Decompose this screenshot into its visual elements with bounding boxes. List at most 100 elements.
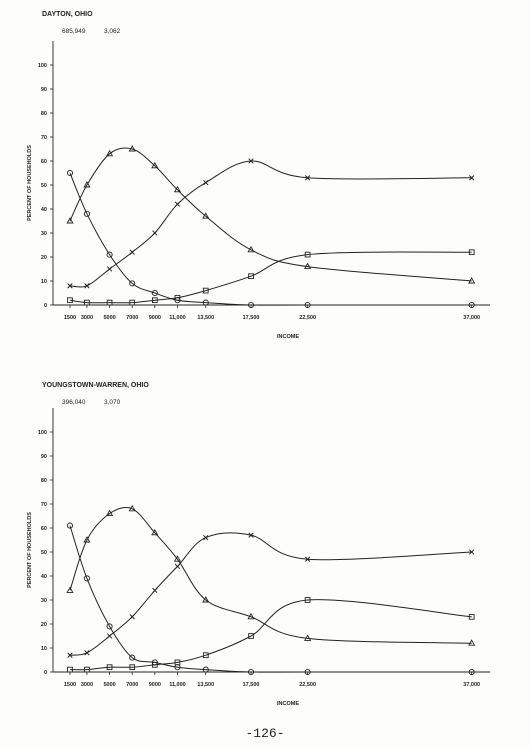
y-tick-label: 50: [41, 183, 47, 189]
x-tick-label: 11,000: [169, 682, 186, 688]
series-curve: [69, 506, 472, 644]
marker-square: [84, 666, 90, 673]
marker-x: [248, 532, 254, 538]
marker-x: [203, 534, 209, 541]
y-tick-label: 60: [41, 526, 47, 532]
marker-triangle: [66, 217, 74, 224]
marker-x: [203, 179, 209, 186]
marker-x: [174, 563, 181, 570]
y-tick-label: 80: [41, 478, 47, 484]
y-tick-label: 40: [41, 574, 47, 580]
chart-title: YOUNGSTOWN-WARREN, OHIO: [42, 382, 149, 389]
marker-x: [106, 633, 113, 639]
marker-square: [248, 273, 254, 280]
marker-x: [67, 283, 73, 289]
marker-x: [152, 230, 158, 236]
marker-square: [129, 664, 136, 671]
y-tick-label: 80: [41, 111, 47, 117]
x-tick-label: 17,500: [243, 682, 260, 688]
marker-square: [468, 613, 475, 620]
x-tick-label: 11,000: [169, 315, 186, 321]
series-curve: [69, 599, 472, 671]
x-tick-label: 5000: [103, 315, 115, 321]
marker-circle: [66, 522, 74, 529]
marker-triangle: [106, 149, 114, 157]
marker-circle: [202, 299, 209, 306]
marker-triangle: [151, 528, 159, 536]
x-tick-label: 13,500: [197, 682, 214, 688]
y-tick-label: 90: [41, 87, 47, 93]
marker-triangle: [304, 634, 312, 641]
y-tick-label: 100: [38, 63, 47, 69]
marker-x: [174, 201, 181, 207]
marker-triangle: [202, 212, 210, 219]
y-tick-label: 10: [41, 646, 47, 652]
header-number: 3,062: [104, 28, 121, 35]
marker-x: [248, 158, 254, 164]
y-tick-label: 40: [41, 207, 47, 213]
y-tick-label: 90: [41, 454, 47, 460]
marker-square: [106, 299, 113, 306]
y-tick-label: 50: [41, 550, 47, 556]
marker-square: [174, 659, 181, 666]
y-tick-label: 30: [41, 598, 47, 604]
chart-title: DAYTON, OHIO: [42, 11, 93, 18]
x-tick-label: 1500: [64, 315, 76, 321]
marker-triangle: [83, 536, 91, 543]
marker-circle: [106, 623, 113, 630]
marker-x: [469, 549, 475, 555]
marker-square: [106, 664, 113, 671]
marker-x: [304, 556, 311, 562]
marker-triangle: [247, 612, 255, 620]
marker-circle: [468, 668, 475, 676]
x-tick-label: 37,000: [463, 315, 480, 321]
y-tick-label: 0: [44, 303, 47, 309]
marker-triangle: [128, 504, 136, 512]
marker-circle: [106, 251, 113, 258]
marker-x: [469, 175, 475, 181]
marker-x: [304, 175, 311, 181]
x-tick-label: 9000: [149, 315, 161, 321]
marker-triangle: [173, 185, 182, 193]
y-axis-label: PERCENT OF HOUSEHOLDS: [27, 512, 33, 588]
marker-circle: [468, 301, 475, 309]
x-tick-label: 3000: [81, 682, 93, 688]
marker-triangle: [304, 262, 312, 270]
marker-triangle: [468, 277, 476, 284]
y-tick-label: 100: [38, 430, 47, 436]
marker-triangle: [247, 245, 255, 253]
marker-square: [67, 297, 73, 304]
marker-square: [202, 287, 209, 294]
marker-circle: [129, 280, 136, 287]
header-number: 3,070: [104, 399, 121, 406]
marker-triangle: [66, 586, 74, 593]
x-tick-label: 7000: [126, 315, 138, 321]
marker-square: [67, 666, 73, 673]
x-tick-label: 22,500: [299, 315, 316, 321]
series-curve: [69, 172, 472, 306]
header-number: 396,040: [62, 399, 86, 406]
marker-triangle: [151, 161, 159, 169]
marker-x: [84, 650, 90, 656]
marker-square: [304, 251, 311, 258]
x-tick-label: 9000: [149, 682, 161, 688]
chart: YOUNGSTOWN-WARREN, OHIO 396,040 3,070 0 10 20…: [27, 382, 490, 707]
x-axis-label: INCOME: [277, 334, 299, 340]
marker-square: [151, 661, 158, 668]
marker-square: [202, 652, 209, 659]
x-tick-label: 22,500: [299, 682, 316, 688]
marker-x: [106, 266, 113, 272]
x-tick-label: 5000: [103, 682, 115, 688]
x-tick-label: 3000: [81, 315, 93, 321]
y-tick-label: 20: [41, 255, 47, 261]
marker-circle: [66, 169, 74, 177]
y-tick-label: 10: [41, 279, 47, 285]
marker-circle: [83, 210, 90, 217]
y-tick-label: 60: [41, 159, 47, 165]
marker-triangle: [173, 555, 182, 562]
y-tick-label: 70: [41, 502, 47, 508]
series-curve: [69, 525, 472, 673]
